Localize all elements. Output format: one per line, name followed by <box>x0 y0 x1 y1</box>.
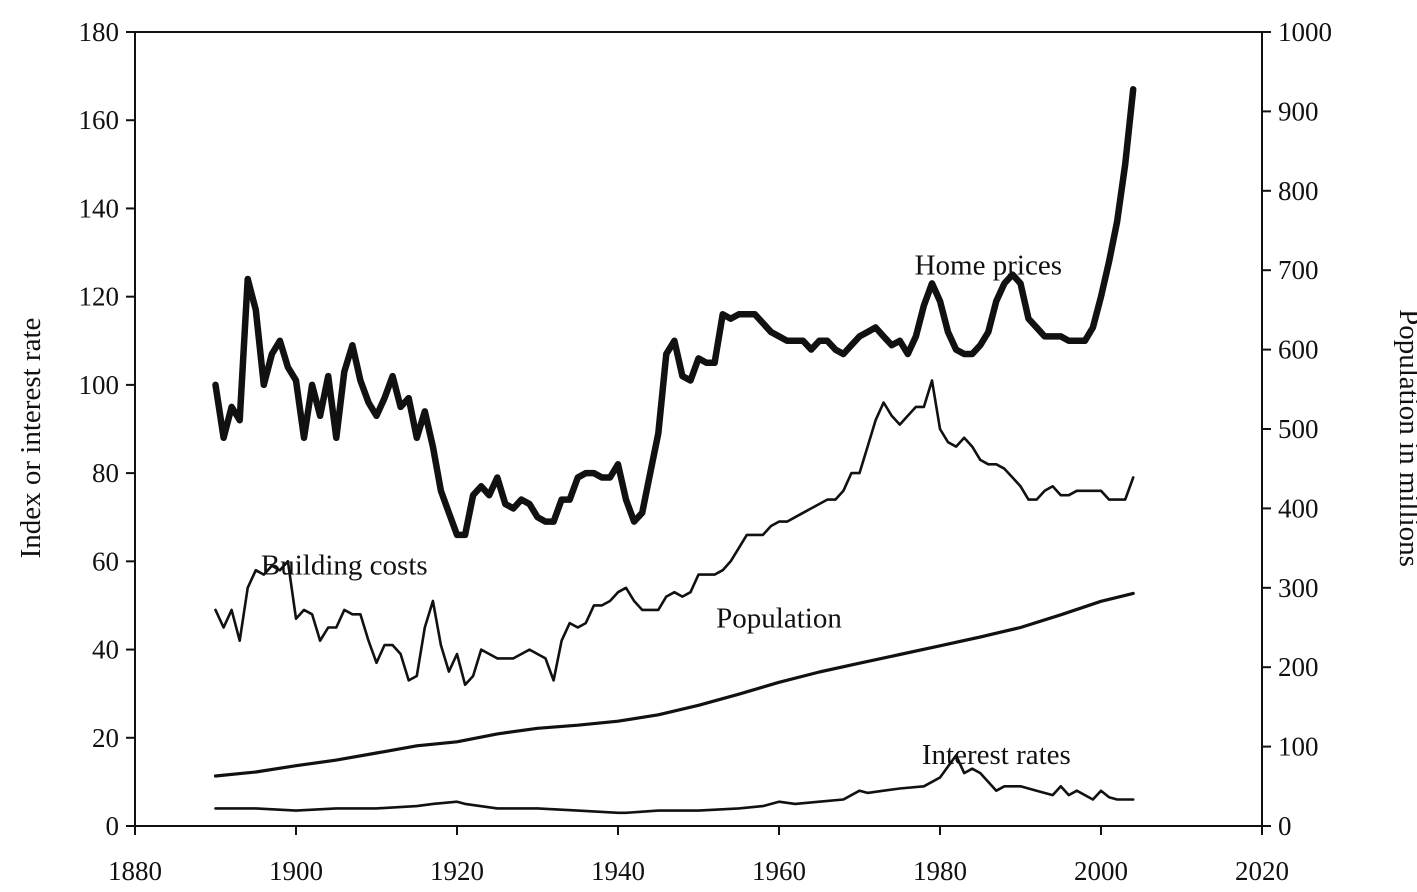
x-tick-label: 2020 <box>1235 856 1289 886</box>
x-tick-label: 1980 <box>913 856 967 886</box>
annotation-building-costs: Building costs <box>261 550 428 582</box>
y2-tick-label: 600 <box>1278 335 1319 365</box>
annotation-population: Population <box>716 603 842 635</box>
home-prices-line <box>212 86 1137 539</box>
population-line <box>213 591 1135 778</box>
right-axis-title: Population in millions <box>1393 309 1417 567</box>
y2-tick-label: 0 <box>1278 811 1292 841</box>
y-tick-label: 120 <box>79 282 120 312</box>
y2-tick-label: 200 <box>1278 652 1319 682</box>
x-tick-label: 2000 <box>1074 856 1128 886</box>
y-tick-label: 160 <box>79 105 120 135</box>
y-tick-label: 180 <box>79 17 120 47</box>
y2-tick-label: 100 <box>1278 732 1319 762</box>
x-tick-label: 1920 <box>430 856 484 886</box>
x-tick-label: 1960 <box>752 856 806 886</box>
y-tick-label: 40 <box>92 635 119 665</box>
x-tick-label: 1940 <box>591 856 645 886</box>
y-tick-label: 140 <box>79 193 120 223</box>
y-tick-label: 80 <box>92 458 119 488</box>
right-y-axis: 0 100 200 300 400 500 600 700 800 900 1000 <box>1262 17 1332 841</box>
annotations: Home prices Building costs Population Inter… <box>261 250 1071 772</box>
y-tick-label: 0 <box>106 811 120 841</box>
left-axis-title: Index or interest rate <box>15 318 47 559</box>
y2-tick-label: 1000 <box>1278 17 1332 47</box>
x-axis: 1880 1900 1920 1940 1960 1980 2000 2020 <box>108 826 1289 886</box>
annotation-home-prices: Home prices <box>915 250 1062 282</box>
y-tick-label: 60 <box>92 546 119 576</box>
interest-rates-line <box>214 754 1135 815</box>
series-layer <box>212 86 1137 815</box>
y-tick-label: 20 <box>92 723 119 753</box>
x-tick-label: 1900 <box>269 856 323 886</box>
building-costs-line <box>214 379 1135 687</box>
y2-tick-label: 900 <box>1278 96 1319 126</box>
annotation-interest-rates: Interest rates <box>922 739 1071 771</box>
y2-tick-label: 300 <box>1278 573 1319 603</box>
y-tick-label: 100 <box>79 370 120 400</box>
y2-tick-label: 800 <box>1278 176 1319 206</box>
x-tick-label: 1880 <box>108 856 162 886</box>
y2-tick-label: 700 <box>1278 255 1319 285</box>
y2-tick-label: 400 <box>1278 493 1319 523</box>
y2-tick-label: 500 <box>1278 414 1319 444</box>
left-y-axis: 0 20 40 60 80 100 120 140 160 180 <box>79 17 135 841</box>
